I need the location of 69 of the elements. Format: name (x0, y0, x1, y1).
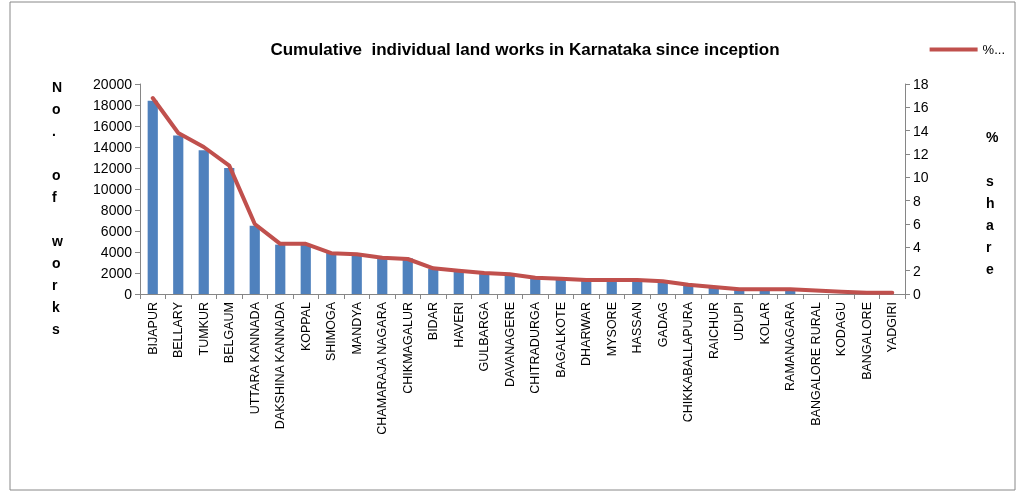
y-tick-label: 6000 (100, 223, 133, 239)
x-tick-label: YADGIRI (885, 302, 900, 353)
bar (300, 244, 311, 294)
y-tick-label: 20000 (93, 76, 133, 92)
x-tick-label: CHIKKABALLAPURA (681, 301, 696, 423)
x-tick-label: KOPPAL (298, 301, 313, 352)
bar (173, 135, 184, 294)
y2-tick-label: 18 (913, 76, 929, 92)
text: % share (986, 129, 999, 277)
x-tick-label: BELGAUM (222, 302, 237, 364)
x-tick-label: DAVANAGERE (502, 302, 517, 387)
bar (198, 150, 209, 294)
y2-tick-label: 2 (913, 262, 921, 279)
y-tick-label: 16000 (93, 118, 133, 134)
text: No. of works (52, 79, 63, 337)
y2-tick-label: 6 (913, 216, 921, 232)
x-tick-label: KODAGU (834, 302, 849, 357)
bar (351, 254, 362, 294)
x-tick-label: CHAMARAJA NAGARA (375, 301, 390, 435)
y2-tick-label: 14 (913, 122, 929, 139)
bar (377, 258, 388, 294)
y-tick-label: 4000 (100, 244, 133, 260)
x-tick-label: BELLARY (171, 301, 186, 359)
x-tick-label: HAVERI (451, 302, 466, 348)
bar (428, 268, 439, 294)
bar (224, 168, 235, 294)
y2-tick-label: 0 (913, 286, 921, 302)
x-tick-label: RAMANAGARA (783, 301, 798, 391)
y-tick-label: 0 (124, 286, 133, 302)
x-tick-label: UDUPI (732, 302, 747, 341)
x-tick-label: BAGALKOTE (553, 302, 568, 378)
x-tick-label: KOLAR (757, 302, 772, 345)
x-tick-label: CHIKMAGALUR (400, 302, 415, 394)
y2-tick-label: 10 (913, 169, 929, 186)
y2-tick-label: 16 (913, 99, 929, 116)
x-tick-label: CHITRADURGA (528, 301, 543, 394)
x-tick-label: BANGALORE RURAL (808, 301, 823, 426)
y2-tick-label: 4 (913, 239, 921, 256)
x-tick-label: MANDYA (349, 301, 364, 355)
x-tick-label: GADAG (655, 302, 670, 348)
y-tick-label: 2000 (100, 265, 133, 281)
x-tick-label: GULBARGA (477, 301, 492, 372)
y-tick-label: 14000 (93, 139, 133, 155)
chart-title: Cumulative individual land works in Karnataka since inception (270, 40, 780, 59)
x-tick-label: BIDAR (426, 302, 441, 341)
bar (147, 100, 158, 294)
y-tick-label: 10000 (93, 181, 133, 197)
x-tick-label: DAKSHINA KANNADA (273, 301, 288, 430)
x-tick-label: BIJAPUR (145, 302, 160, 355)
y-tick-label: 18000 (93, 97, 133, 113)
bar (453, 271, 464, 294)
y-tick-label: 8000 (100, 202, 133, 218)
line-series (150, 96, 895, 295)
x-tick-label: TUMKUR (196, 302, 211, 356)
x-tick-label: MYSORE (604, 302, 619, 357)
bar (479, 274, 490, 294)
x-tick-label: DHARWAR (579, 302, 594, 366)
y2-tick-label: 8 (913, 192, 921, 209)
x-tick-label: UTTARA KANNADA (247, 301, 262, 415)
bar (326, 253, 337, 294)
x-tick-label: SHIMOGA (324, 301, 339, 362)
x-tick-label: BANGALORE (859, 302, 874, 380)
bar (275, 244, 286, 294)
legend-label: %... (982, 42, 1006, 57)
x-tick-label: RAICHUR (706, 302, 721, 359)
bar (249, 225, 260, 294)
y2-tick-label: 12 (913, 146, 929, 162)
y-tick-label: 12000 (93, 160, 133, 176)
x-tick-label: HASSAN (630, 302, 645, 354)
